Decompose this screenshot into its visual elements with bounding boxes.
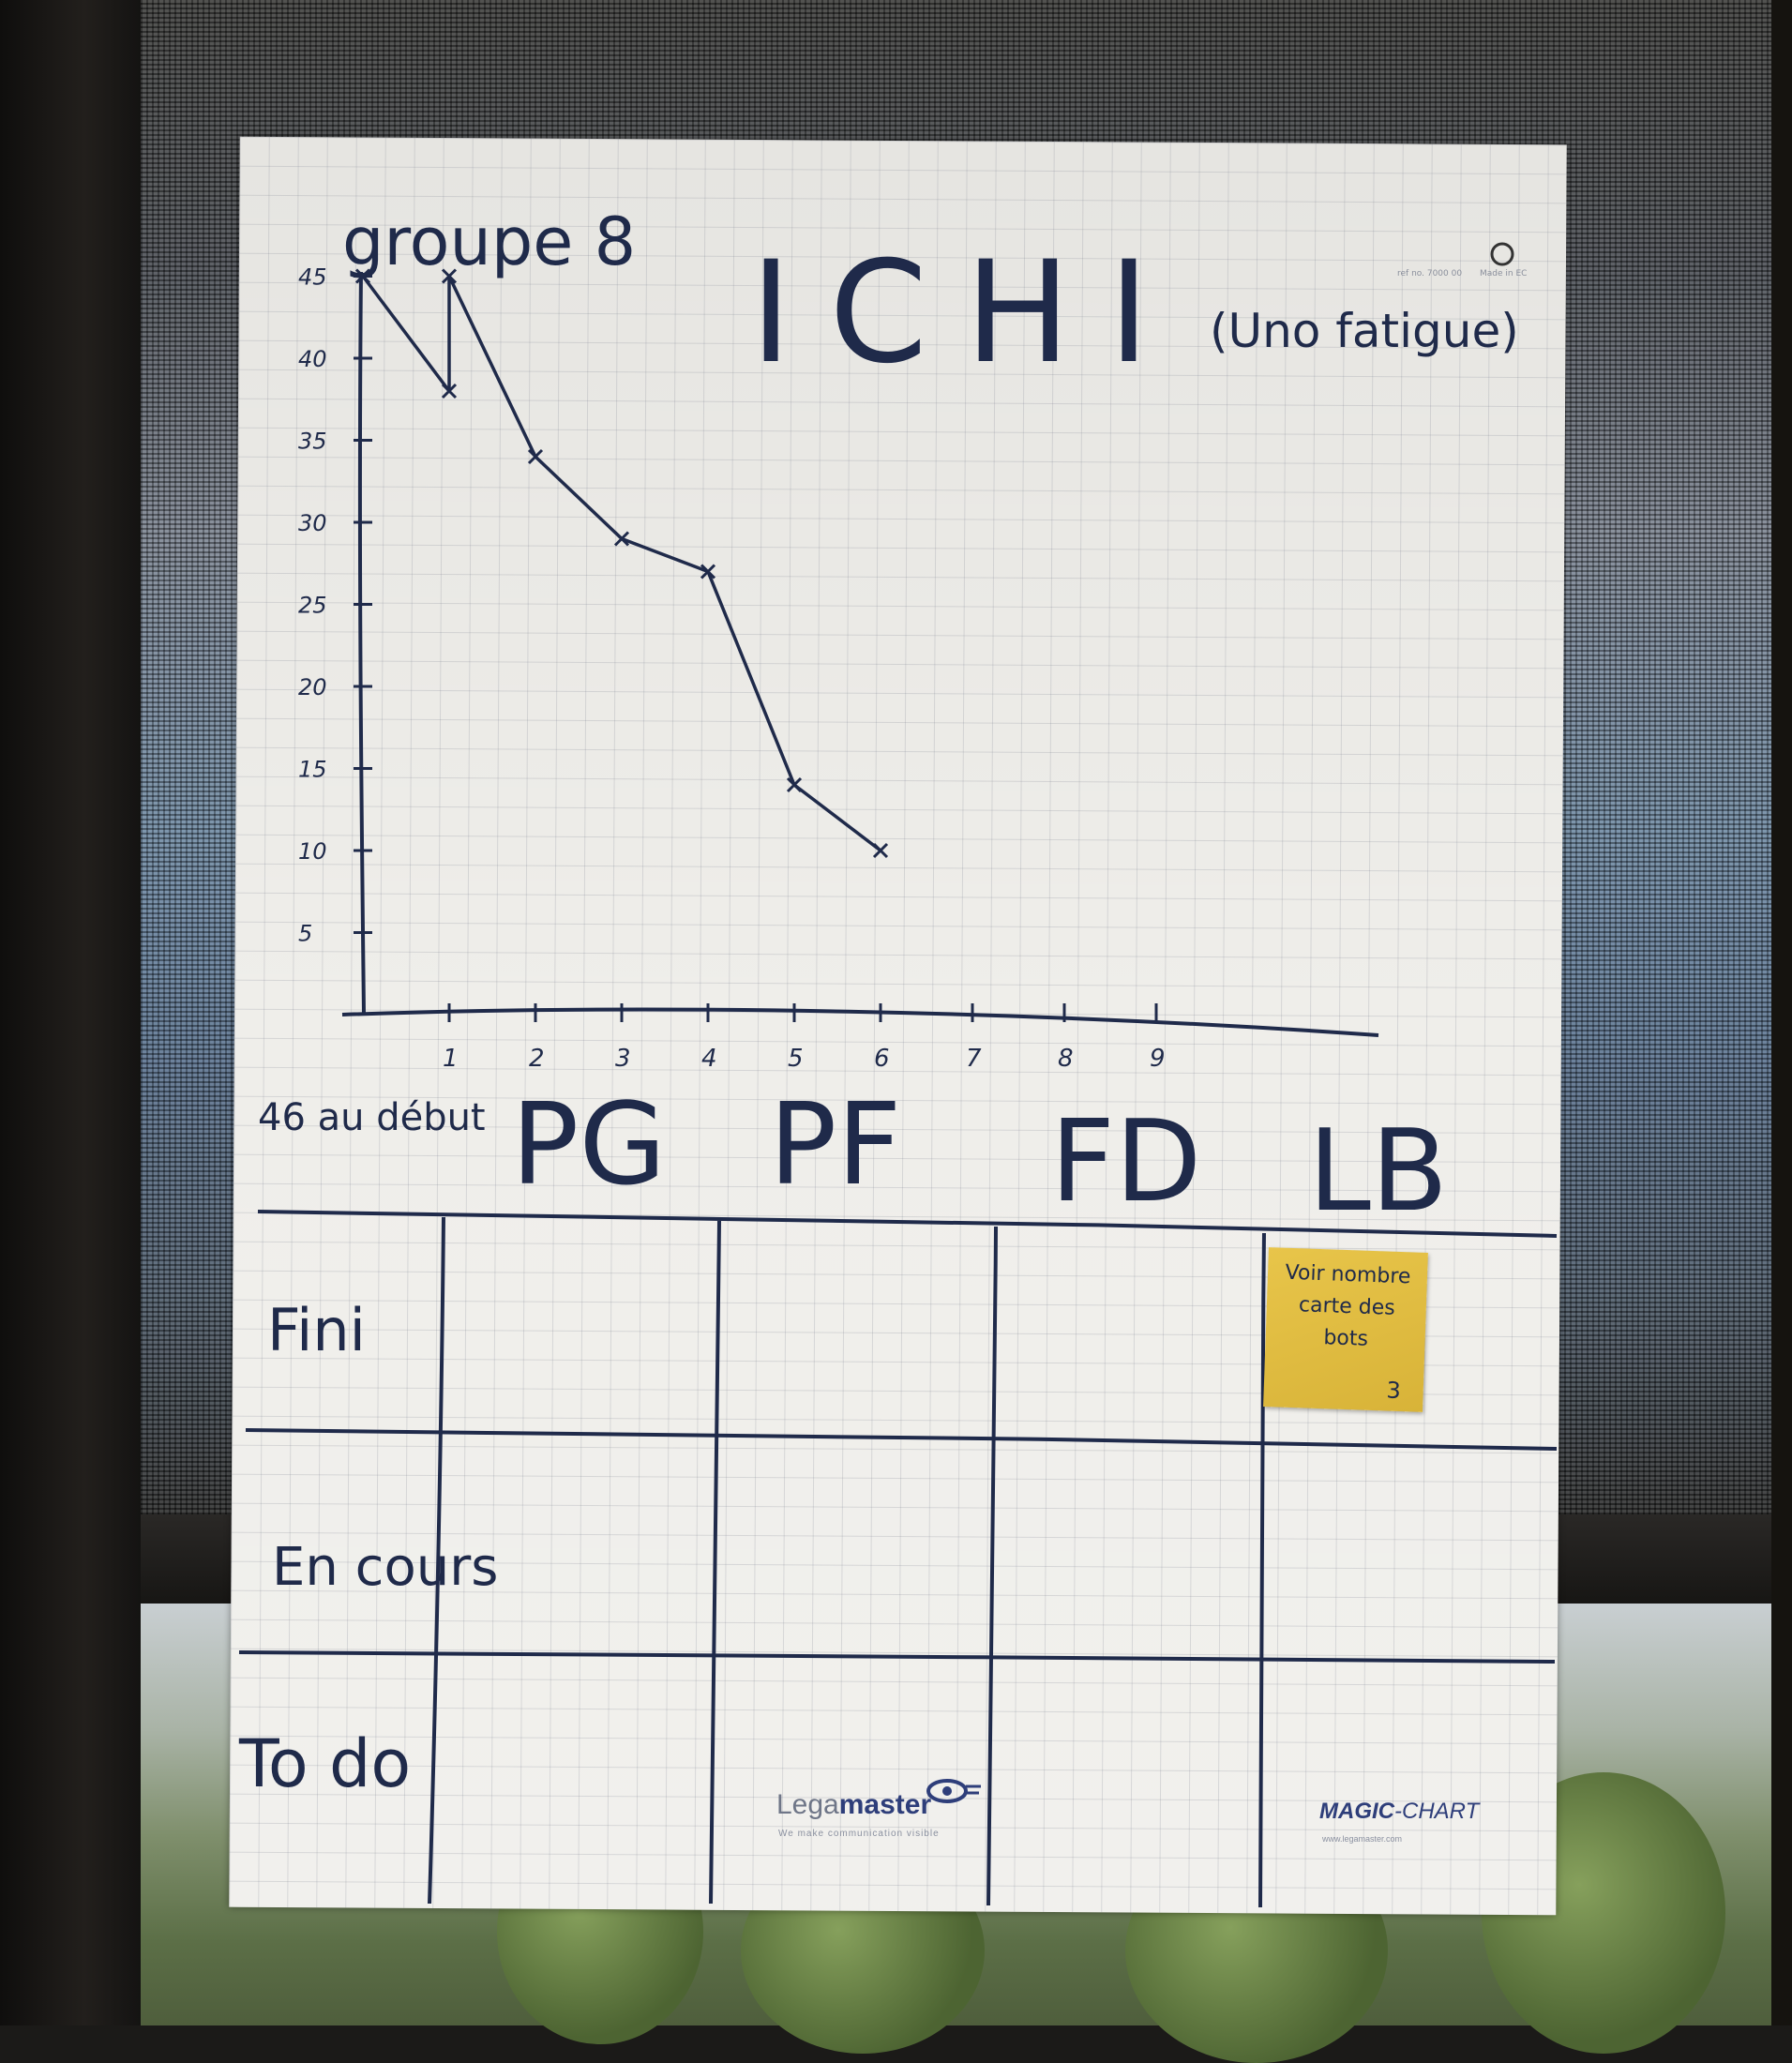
heading-project: ICHI xyxy=(750,232,1187,395)
y-tick-label: 15 xyxy=(298,757,327,783)
data-point-marker xyxy=(354,268,371,284)
y-tick-label: 25 xyxy=(298,593,327,619)
data-point-marker xyxy=(441,383,458,399)
sticky-note-text: Voir nombre carte des bots xyxy=(1285,1260,1411,1351)
legamaster-logo: Legamaster xyxy=(776,1789,931,1821)
data-point-marker xyxy=(527,448,544,465)
x-tick-label: 4 xyxy=(701,1045,717,1073)
data-point-marker xyxy=(872,842,889,859)
sticky-note: Voir nombre carte des bots 3 xyxy=(1263,1247,1428,1412)
legamaster-logo-prefix: Lega xyxy=(776,1789,839,1820)
x-tick-label: 8 xyxy=(1058,1045,1074,1073)
y-tick-label: 45 xyxy=(298,264,327,291)
row-header-fini: Fini xyxy=(267,1296,366,1364)
y-tick-label: 5 xyxy=(298,921,312,947)
column-header-lb: LB xyxy=(1308,1107,1448,1237)
magic-chart-url: www.legamaster.com xyxy=(1322,1834,1403,1844)
row-header-to-do: To do xyxy=(238,1725,411,1802)
series-line xyxy=(361,274,882,852)
data-point-marker xyxy=(786,776,803,793)
paper-made-in: Made in EC xyxy=(1480,269,1527,279)
paper-ref-number: ref no. 7000 00 xyxy=(1397,269,1462,279)
x-tick-label: 7 xyxy=(966,1045,982,1073)
row-header-en-cours: En cours xyxy=(272,1537,498,1598)
data-point-marker xyxy=(441,268,458,284)
column-header-pg: PG xyxy=(511,1080,666,1211)
legamaster-logo-suffix: master xyxy=(838,1789,932,1820)
x-tick-label: 5 xyxy=(788,1045,804,1073)
x-tick-label: 9 xyxy=(1150,1045,1166,1073)
x-axis-ticks: 1 2 3 4 5 6 7 8 9 xyxy=(443,1003,1166,1073)
data-point-marker xyxy=(613,531,630,547)
y-tick-label: 10 xyxy=(298,838,327,865)
x-tick-label: 6 xyxy=(874,1045,890,1073)
magic-chart-prefix: MAGIC xyxy=(1319,1799,1394,1824)
y-axis-ticks: 5 10 15 20 25 30 35 40 45 xyxy=(298,264,372,947)
heading-note: (Uno fatigue) xyxy=(1210,304,1519,358)
y-tick-label: 30 xyxy=(298,510,327,536)
x-tick-label: 2 xyxy=(529,1045,545,1073)
board-grid xyxy=(238,1210,1558,1908)
window-frame-right xyxy=(1771,0,1792,2025)
heading-group: groupe 8 xyxy=(342,203,636,280)
column-header-fd: FD xyxy=(1050,1097,1201,1227)
y-tick-label: 40 xyxy=(298,346,327,372)
start-note: 46 au début xyxy=(258,1096,486,1139)
magic-chart-logo: MAGIC-CHART xyxy=(1319,1799,1479,1825)
data-point-marker xyxy=(700,564,716,580)
y-tick-label: 20 xyxy=(298,674,327,700)
x-tick-label: 1 xyxy=(443,1045,459,1073)
x-tick-label: 3 xyxy=(615,1045,631,1073)
column-header-pf: PF xyxy=(769,1080,901,1211)
chart-series xyxy=(354,268,889,859)
chart-axes xyxy=(341,271,1379,1037)
recycle-icon xyxy=(1490,242,1514,266)
legamaster-tagline: We make communication visible xyxy=(778,1829,940,1839)
y-tick-label: 35 xyxy=(298,429,327,455)
window-frame-left xyxy=(0,0,141,2025)
magic-chart-suffix: -CHART xyxy=(1394,1799,1480,1824)
sticky-note-number: 3 xyxy=(1386,1377,1402,1405)
